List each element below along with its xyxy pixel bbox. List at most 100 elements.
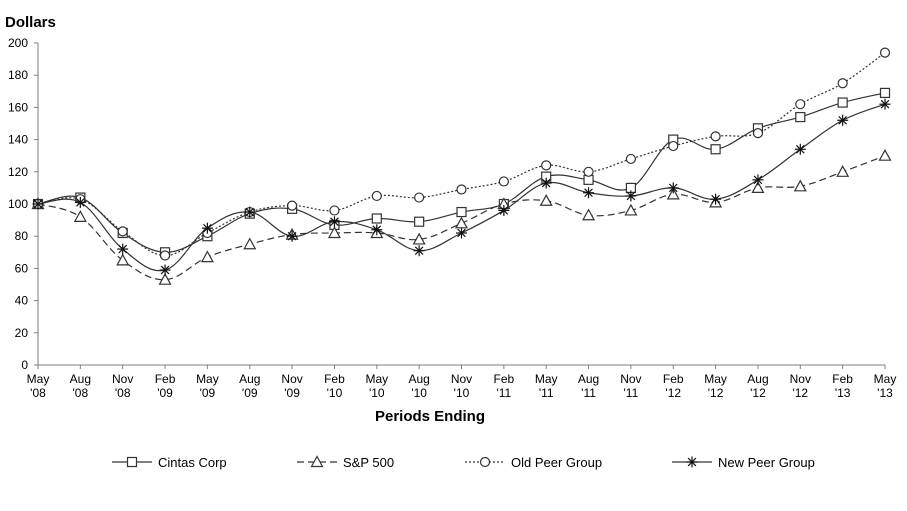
legend-marker [479,456,491,468]
data-point [371,213,382,224]
data-point [414,192,425,203]
data-point [371,224,383,236]
data-point [498,204,510,216]
data-point [201,222,213,234]
data-point [159,250,171,261]
data-point [498,176,509,187]
data-point [837,78,848,89]
data-point [117,243,129,255]
data-point [668,140,679,152]
data-point [793,179,807,192]
y-tick-label: 0 [21,358,28,372]
data-point [751,181,765,193]
data-point [837,97,848,108]
data-point [117,226,128,237]
legend-label: S&P 500 [343,455,394,470]
series-2 [31,148,892,285]
y-tick-label: 140 [8,133,28,147]
data-point [837,114,849,126]
data-point [624,203,638,216]
series-3 [32,47,891,261]
data-point [329,205,340,216]
series-layer [31,47,892,285]
y-tick-label: 200 [8,36,28,50]
data-point [244,206,256,218]
y-axis-title: Dollars [5,14,56,31]
x-axis-title: Periods Ending [375,408,485,425]
x-tick-label: Nov '11 [620,372,641,400]
data-point [159,264,171,276]
y-tick-label: 100 [8,197,28,211]
legend-item: Cintas Corp [112,455,227,470]
data-point [795,111,806,123]
data-point [371,190,382,202]
x-tick-label: Aug '10 [408,372,429,400]
data-point [287,200,298,211]
data-point [454,216,469,229]
data-point [539,194,553,206]
legend: Cintas Corp S&P 500 Old Peer Group New Peer… [112,455,815,470]
data-point [158,272,172,285]
y-tick-label: 40 [15,294,29,308]
data-point [710,193,722,205]
data-point [582,208,596,221]
x-tick-label: Nov '10 [451,372,472,400]
x-tick-label: Feb '12 [663,372,684,400]
legend-label: Cintas Corp [158,455,227,470]
data-point [328,216,340,228]
data-point [752,174,764,186]
x-tick-label: May '13 [874,372,897,400]
x-axis: May '08 Aug '08 Nov '08 Feb '09 May '09 Aug '09 Nov '… [27,364,897,400]
x-tick-label: Feb '13 [832,372,853,400]
legend-item: S&P 500 [297,455,394,470]
x-tick-label: Aug '11 [578,372,599,400]
x-tick-label: Aug '12 [747,372,768,400]
x-tick-label: Feb '10 [324,372,345,400]
data-point [456,227,467,239]
data-point [116,253,130,266]
y-tick-label: 120 [8,165,28,179]
x-tick-label: Aug '08 [70,372,91,400]
data-point [200,250,214,263]
data-point [794,143,806,155]
data-point [413,245,425,257]
legend-item: New Peer Group [672,455,815,470]
data-point [752,128,764,139]
data-point [412,232,426,245]
legend-marker [126,456,138,468]
data-point [710,144,721,155]
data-point [540,177,552,189]
data-point [710,131,721,142]
legend-label: New Peer Group [718,455,815,470]
data-point [32,198,44,210]
data-point [73,210,87,222]
data-point [625,153,637,165]
x-tick-label: Nov '12 [790,372,811,400]
data-point [327,226,341,239]
data-point [667,182,679,194]
y-tick-label: 180 [8,68,28,82]
data-point [456,206,467,218]
y-axis: 0 20 40 60 80 100 120 140 160 180 200 [8,36,39,372]
x-tick-label: Nov '08 [112,372,133,400]
data-point [836,165,850,177]
y-tick-label: 20 [15,326,29,340]
y-tick-label: 80 [15,229,29,243]
x-tick-label: Feb '09 [155,372,176,400]
x-tick-label: May '10 [365,372,388,400]
legend-item: Old Peer Group [465,455,602,470]
data-point [541,160,552,171]
data-point [878,148,892,161]
data-point [583,187,595,199]
legend-marker [310,455,324,468]
data-point [286,230,298,242]
legend-label: Old Peer Group [511,455,602,470]
data-point [243,237,257,250]
y-tick-label: 60 [15,261,29,275]
x-tick-label: May '09 [196,372,219,400]
data-point [414,216,425,227]
data-point [583,166,594,177]
data-point [666,187,680,200]
data-point [879,87,891,99]
